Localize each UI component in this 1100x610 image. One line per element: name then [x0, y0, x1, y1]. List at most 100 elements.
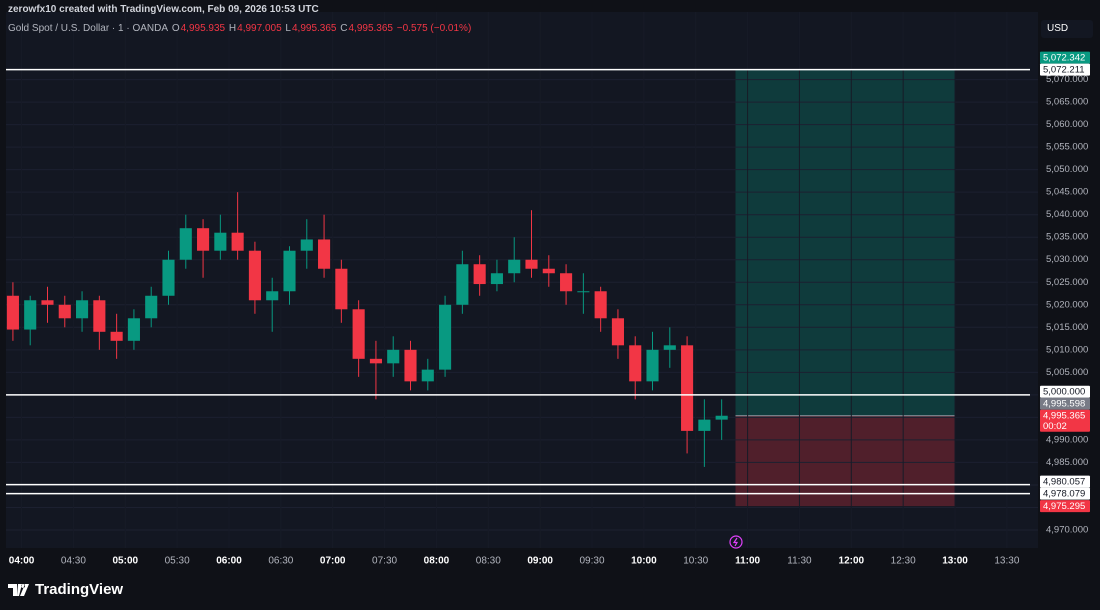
candle-body: [179, 228, 192, 260]
candle-body: [197, 228, 210, 251]
x-tick-label: 06:00: [216, 556, 242, 567]
countdown-label: 00:02: [1043, 421, 1067, 432]
stop-zone: [735, 415, 956, 507]
candle-body: [490, 273, 503, 285]
x-tick-label: 12:30: [891, 556, 916, 567]
price-label-box: [1040, 409, 1090, 432]
y-tick-label: 5,060.000: [1046, 119, 1088, 130]
candle-body: [560, 273, 573, 292]
candle-body: [698, 419, 711, 431]
change: −0.575 (−0.01%): [396, 23, 472, 34]
y-tick-label: 5,010.000: [1046, 344, 1088, 355]
y-tick-label: 5,030.000: [1046, 254, 1088, 265]
candle-body: [508, 259, 521, 274]
x-tick-label: 09:30: [579, 556, 604, 567]
ohlc-value: 4,997.005: [237, 23, 282, 34]
price-label-box: [1040, 500, 1090, 513]
x-tick-label: 13:30: [994, 556, 1019, 567]
price-label: 4,995.365: [1043, 411, 1085, 422]
candle-body: [369, 358, 382, 364]
price-label-box: [1040, 385, 1090, 398]
candle-body: [439, 304, 452, 370]
candle-body: [387, 349, 400, 364]
candle-body: [629, 345, 642, 382]
candle-body: [145, 295, 158, 319]
x-tick-label: 09:00: [527, 556, 553, 567]
price-label-box: [1040, 487, 1090, 500]
candle-body: [542, 268, 555, 274]
target-zone: [735, 69, 956, 416]
price-label: 4,978.079: [1043, 489, 1085, 500]
x-tick-label: 08:30: [476, 556, 501, 567]
y-tick-label: 5,015.000: [1046, 322, 1088, 333]
ohlc-key: O: [171, 23, 180, 34]
candle-body: [577, 291, 590, 293]
candle-body: [715, 415, 728, 420]
candle-body: [93, 300, 106, 332]
candle-body: [525, 259, 538, 269]
candle-body: [611, 318, 624, 346]
x-tick-label: 06:30: [268, 556, 293, 567]
candle-body: [162, 259, 175, 296]
candle-body: [58, 304, 71, 319]
y-tick-label: 5,045.000: [1046, 187, 1088, 198]
y-tick-label: 5,040.000: [1046, 209, 1088, 220]
credit: zerowfx10 created with TradingView.com, …: [8, 4, 319, 15]
x-tick-label: 12:00: [839, 556, 865, 567]
candle-body: [214, 232, 227, 251]
price-label: 5,072.211: [1043, 65, 1085, 76]
currency-button[interactable]: USD: [1041, 20, 1093, 38]
price-label-box: [1040, 51, 1090, 64]
ohlc-key: C: [340, 23, 348, 34]
y-tick-label: 4,990.000: [1046, 434, 1088, 445]
price-label: 4,980.057: [1043, 477, 1085, 488]
x-tick-label: 07:30: [372, 556, 397, 567]
brand-icon: [8, 583, 29, 596]
ohlc-value: 4,995.365: [348, 23, 394, 34]
x-tick-label: 10:00: [631, 556, 657, 567]
y-tick-label: 5,070.000: [1046, 74, 1088, 85]
candle-body: [24, 300, 37, 330]
y-tick-label: 5,065.000: [1046, 97, 1088, 108]
price-label-box: [1040, 397, 1090, 410]
y-tick-label: 4,970.000: [1046, 524, 1088, 535]
ohlc-key: H: [228, 23, 237, 34]
event-icon[interactable]: [729, 535, 743, 549]
candle-body: [421, 369, 434, 382]
candle-body: [266, 291, 279, 301]
x-tick-label: 10:30: [683, 556, 708, 567]
y-tick-label: 5,050.000: [1046, 164, 1088, 175]
x-tick-label: 11:30: [787, 556, 812, 567]
price-label-box: [1040, 475, 1090, 488]
candle-body: [6, 295, 19, 330]
candle-body: [283, 250, 296, 292]
candle-body: [335, 268, 348, 310]
y-tick-label: 5,055.000: [1046, 142, 1088, 153]
candle-body: [663, 345, 676, 350]
y-tick-label: 4,985.000: [1046, 457, 1088, 468]
candle-body: [352, 309, 365, 359]
brand: TradingView: [8, 581, 123, 598]
ohlc-value: 4,995.365: [291, 23, 337, 34]
candle-body: [76, 300, 89, 319]
candle-body: [404, 349, 417, 382]
ohlc-value: 4,995.935: [180, 23, 226, 34]
candle-body: [681, 345, 694, 431]
price-label: 4,995.598: [1043, 399, 1085, 410]
x-tick-label: 04:00: [9, 556, 35, 567]
candle-body: [594, 291, 607, 319]
legend-bar: Gold Spot / U.S. Dollar · 1 · OANDA O4,9…: [8, 23, 472, 34]
x-tick-label: 05:00: [112, 556, 138, 567]
x-tick-label: 13:00: [942, 556, 968, 567]
candle-body: [248, 250, 261, 301]
x-tick-label: 11:00: [735, 556, 760, 567]
y-tick-label: 5,005.000: [1046, 367, 1088, 378]
symbol: Gold Spot / U.S. Dollar · 1 · OANDA: [8, 23, 169, 34]
brand-name: TradingView: [35, 581, 124, 598]
x-tick-label: 05:30: [165, 556, 190, 567]
price-label: 5,072.342: [1043, 53, 1085, 64]
price-label: 4,975.295: [1043, 501, 1085, 512]
candle-body: [300, 239, 313, 251]
event-icon-bolt: [732, 537, 739, 547]
